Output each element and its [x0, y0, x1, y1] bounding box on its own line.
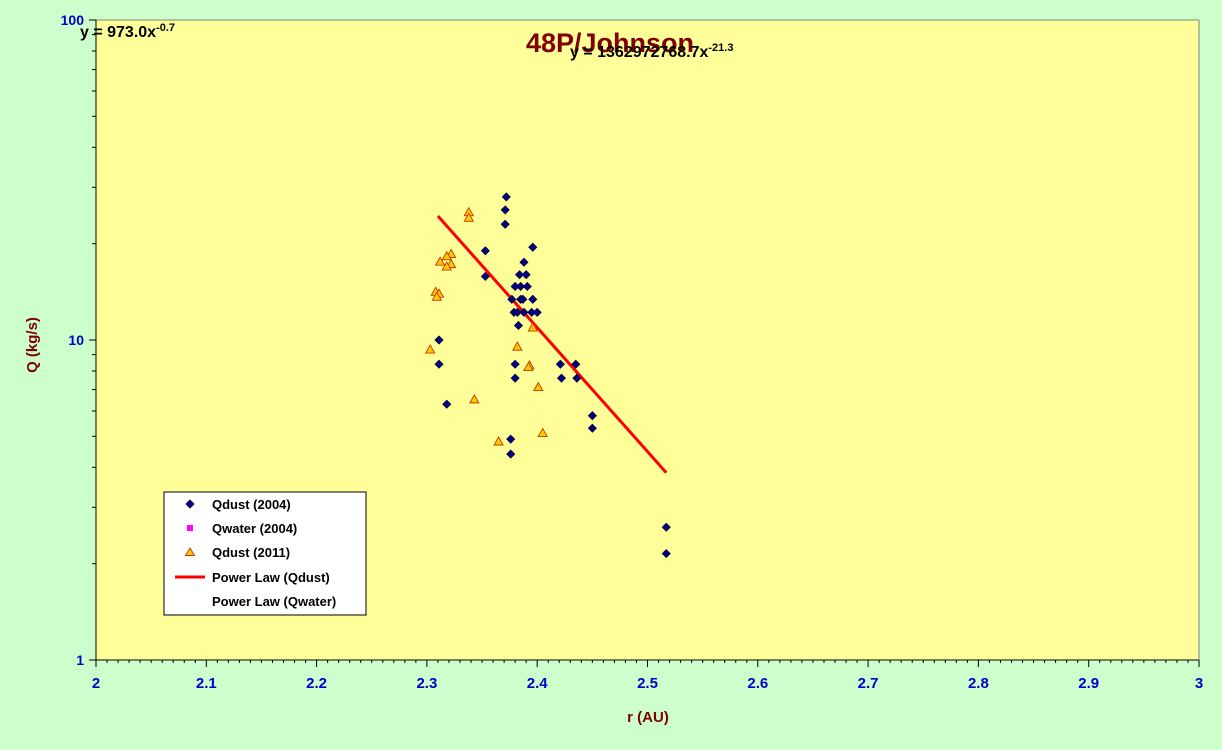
data-point-qdust-2004	[519, 307, 529, 317]
legend-box	[163, 491, 367, 616]
data-point-qdust-2004	[500, 219, 510, 229]
data-point-qdust-2011	[469, 393, 480, 404]
x-tick-label: 2.2	[306, 675, 327, 692]
data-point-qdust-2004	[507, 294, 517, 304]
data-point-qdust-2011	[537, 427, 548, 438]
legend-label: Qwater (2004)	[212, 521, 297, 536]
data-point-qdust-2004	[514, 270, 525, 280]
data-point-qdust-2004	[518, 294, 528, 304]
data-point-qdust-2004	[513, 320, 524, 331]
data-point-qdust-2011	[533, 381, 544, 392]
data-point-qdust-2004	[661, 549, 671, 559]
x-tick-label: 2.1	[196, 675, 217, 692]
data-point-qdust-2004	[506, 434, 516, 444]
y-tick-label: 10	[68, 332, 84, 348]
x-axis-title: r (AU)	[627, 709, 669, 726]
data-point-qdust-2004	[510, 373, 520, 383]
data-point-qdust-2004	[512, 307, 522, 317]
y-tick-label: 1	[76, 652, 84, 668]
x-tick-label: 2.5	[637, 675, 658, 692]
chart-title: 48P/Johnson	[526, 28, 694, 58]
legend-triangle-marker	[184, 547, 196, 556]
x-tick-label: 2	[92, 675, 100, 692]
x-tick-label: 2.8	[968, 675, 989, 692]
legend-item-qdust-2004: Qdust (2004)	[185, 497, 291, 512]
data-point-qdust-2004	[571, 359, 581, 369]
y-tick-label: 100	[61, 12, 85, 28]
legend-label: Qdust (2011)	[212, 545, 290, 560]
data-point-qdust-2004	[442, 399, 452, 409]
data-point-qdust-2004	[510, 359, 520, 369]
x-tick-label: 2.9	[1078, 675, 1099, 692]
data-point-qdust-2011	[441, 250, 453, 261]
data-point-qdust-2011	[424, 344, 436, 354]
data-point-qdust-2004	[528, 294, 538, 304]
data-point-qdust-2011	[431, 291, 443, 301]
x-tick-label: 2.6	[747, 675, 768, 692]
x-tick-label: 3	[1195, 675, 1203, 692]
legend-item-qwater-2004: Qwater (2004)	[187, 521, 297, 536]
data-point-qdust-2004	[480, 271, 490, 281]
data-point-qdust-2011	[441, 261, 453, 271]
data-point-qdust-2004	[434, 335, 444, 345]
data-point-qdust-2004	[528, 242, 538, 252]
legend-square-marker	[187, 525, 193, 531]
legend-label: Qdust (2004)	[212, 497, 291, 512]
data-point-qdust-2004	[501, 192, 511, 202]
data-point-qdust-2004	[555, 359, 565, 369]
power-law-equation-qdust: y = 1362972768.7x-21.3	[570, 42, 733, 61]
data-point-qdust-2011	[493, 436, 504, 446]
data-point-qdust-2004	[480, 246, 490, 256]
data-point-qdust-2011	[463, 212, 475, 222]
data-point-qdust-2004	[434, 359, 444, 369]
data-point-qdust-2004	[519, 257, 529, 267]
trendline-power-law	[436, 215, 668, 474]
x-tick-label: 2.4	[527, 675, 549, 692]
x-tick-label: 2.3	[416, 675, 437, 692]
data-point-qdust-2004	[572, 373, 582, 383]
legend-diamond-marker	[185, 499, 195, 509]
data-point-qdust-2004	[500, 205, 510, 215]
power-law-equation-qwater: y = 973.0x-0.7	[80, 22, 175, 41]
legend-label: Power Law (Qdust)	[212, 570, 330, 585]
data-point-qdust-2004	[506, 449, 516, 459]
data-point-qdust-2004	[556, 373, 567, 383]
legend-label: Power Law (Qwater)	[212, 594, 336, 609]
legend: Qdust (2004) Qwater (2004) Qdust (2011) …	[163, 491, 367, 616]
data-point-qdust-2004	[587, 411, 597, 421]
x-tick-label: 2.7	[858, 675, 879, 692]
legend-item-power-law-qwater: Power Law (Qwater)	[175, 594, 336, 609]
legend-item-power-law-qdust: Power Law (Qdust)	[175, 570, 330, 585]
data-point-qdust-2004	[522, 281, 532, 292]
data-point-qdust-2011	[527, 322, 539, 332]
data-point-qdust-2004	[661, 522, 671, 532]
data-point-qdust-2004	[587, 423, 597, 433]
legend-item-qdust-2011: Qdust (2011)	[184, 545, 290, 560]
data-point-qdust-2011	[512, 341, 523, 351]
data-point-qdust-2011	[523, 361, 534, 372]
data-point-qdust-2004	[516, 281, 526, 292]
data-point-qdust-2004	[521, 270, 531, 280]
data-point-qdust-2011	[434, 256, 446, 266]
data-point-qdust-2004	[532, 307, 542, 317]
y-axis-title: Q (kg/s)	[24, 317, 41, 373]
